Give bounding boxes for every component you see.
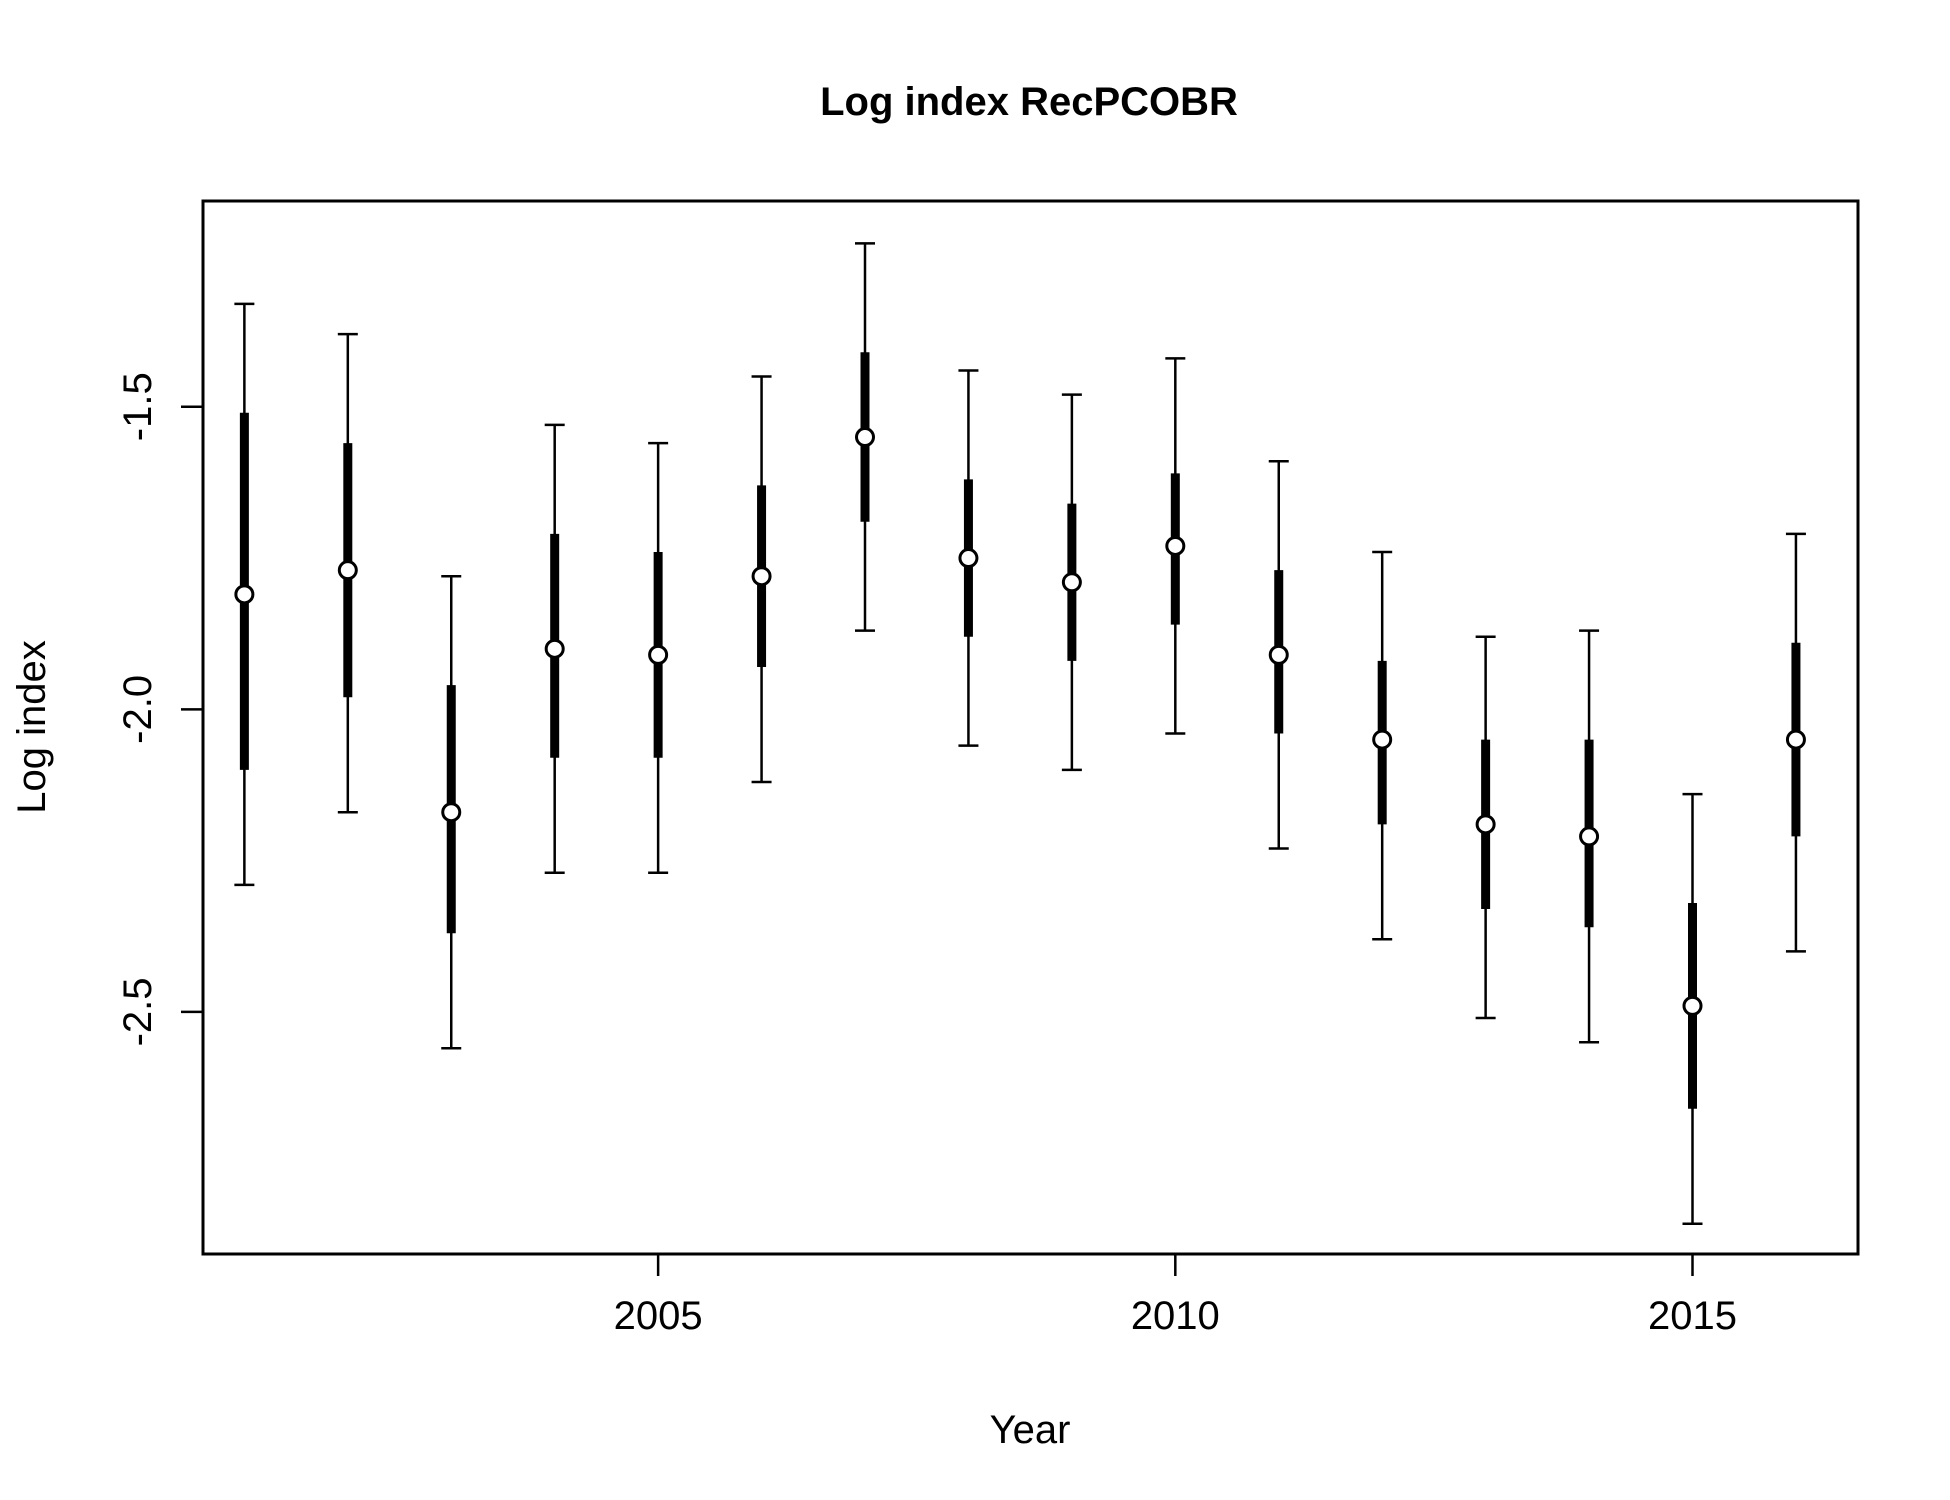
data-point: [337, 560, 358, 581]
plot-frame: [201, 199, 1860, 1256]
data-point-group: [1682, 792, 1703, 1225]
data-point-group: [1475, 635, 1496, 1020]
x-tick-label: 2005: [614, 1294, 703, 1338]
data-point-group: [441, 574, 462, 1050]
x-axis-label: Year: [990, 1408, 1071, 1452]
data-point: [441, 802, 462, 823]
data-point-group: [1268, 459, 1289, 850]
data-point: [1785, 729, 1806, 750]
x-tick-label: 2015: [1648, 1294, 1737, 1338]
data-point-group: [751, 375, 772, 784]
y-tick-label: -2.0: [116, 675, 160, 744]
data-point: [544, 638, 565, 659]
data-point: [855, 427, 875, 448]
data-point: [1268, 644, 1289, 665]
data-point-group: [1579, 629, 1600, 1044]
y-axis-label: Log index: [10, 640, 54, 813]
data-marks: [234, 242, 1806, 1225]
data-point: [648, 644, 669, 665]
y-tick-label: -2.5: [116, 977, 160, 1046]
data-point: [958, 548, 979, 569]
data-point: [1475, 814, 1496, 835]
x-tick-label: 2010: [1131, 1294, 1220, 1338]
chart-title: Log index RecPCOBR: [820, 80, 1238, 124]
data-point-group: [1372, 550, 1393, 941]
data-point-group: [1165, 357, 1186, 735]
data-point-group: [648, 441, 669, 874]
data-point-group: [544, 423, 565, 874]
data-point: [751, 566, 772, 587]
data-point-group: [337, 332, 358, 814]
x-axis: 2005 2010 2015: [614, 1254, 1737, 1338]
data-point-group: [1785, 532, 1806, 953]
data-point-group: [1061, 393, 1082, 772]
data-point: [1165, 535, 1186, 556]
data-point: [1061, 572, 1082, 593]
data-point: [234, 584, 255, 605]
y-tick-label: -1.5: [116, 372, 160, 441]
data-point-group: [958, 369, 979, 747]
data-point-group: [855, 242, 875, 632]
data-point-group: [234, 302, 255, 887]
y-axis: -1.5 -2.0 -2.5: [116, 372, 203, 1046]
data-point: [1682, 995, 1703, 1016]
data-point: [1372, 729, 1393, 750]
data-point: [1579, 826, 1600, 847]
